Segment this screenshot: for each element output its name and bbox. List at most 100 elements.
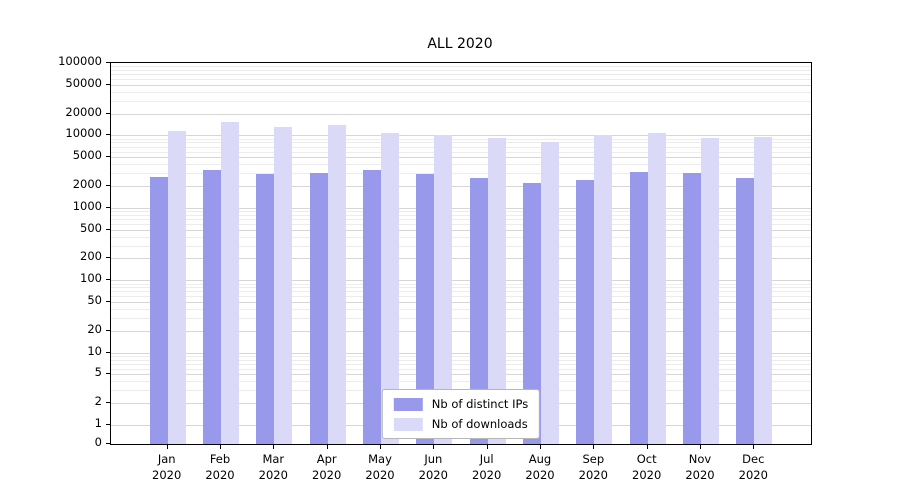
minor-gridline [111,236,811,238]
y-tick-mark [106,206,110,208]
bar-distinct-ips [523,183,541,444]
legend-item-downloads: Nb of downloads [393,417,528,431]
y-tick-mark [106,373,110,375]
bar-downloads [487,138,506,444]
bar-distinct-ips [309,173,328,444]
y-tick-label: 10000 [65,126,102,141]
y-tick-label: 20 [87,321,102,336]
bar-distinct-ips [469,177,488,444]
major-gridline [111,157,811,159]
x-tick-mark [380,445,381,449]
y-tick-mark [106,112,110,114]
x-tick-label: Dec 2020 [738,452,768,483]
minor-gridline [111,381,811,383]
legend-label-downloads: Nb of downloads [431,417,528,431]
major-gridline [111,302,811,303]
x-tick-mark [540,445,541,449]
minor-gridline [111,100,811,102]
minor-gridline [111,368,811,370]
x-tick-mark [700,445,701,449]
x-tick-label: Feb 2020 [205,452,235,483]
y-tick-label: 1000 [72,198,102,213]
major-gridline [111,374,811,376]
major-gridline [111,84,811,86]
y-tick-label: 50000 [65,75,102,90]
y-tick-mark [106,228,110,230]
bar-downloads [434,135,453,444]
y-tick-label: 2000 [72,177,102,191]
x-tick-mark [646,445,648,449]
bar-downloads [274,127,293,444]
minor-gridline [111,309,811,310]
y-tick-mark [106,156,110,158]
chart-title: ALL 2020 [427,36,493,52]
minor-gridline [111,70,811,71]
y-tick-label: 50 [87,293,102,307]
x-tick-mark [753,445,755,449]
x-tick-mark [273,445,275,449]
bar-distinct-ips [683,173,701,444]
y-tick-label: 10 [87,343,102,358]
x-tick-mark [486,445,488,449]
x-tick-label: Oct 2020 [632,452,662,483]
bar-distinct-ips [256,174,275,444]
legend-label-distinct-ips: Nb of distinct IPs [431,397,529,411]
bar-distinct-ips [203,170,221,444]
bar-distinct-ips [149,176,168,444]
x-tick-label: May 2020 [365,452,395,483]
x-tick-mark [433,445,435,449]
minor-gridline [111,355,811,357]
y-tick-mark [106,279,110,281]
minor-gridline [111,287,811,289]
bar-downloads [221,121,239,444]
bar-downloads [327,124,346,444]
x-tick-mark [326,445,328,449]
minor-gridline [111,245,811,247]
minor-gridline [111,138,811,140]
y-tick-label: 2 [94,394,102,409]
y-tick-mark [106,329,110,331]
x-tick-mark [166,445,168,449]
bar-downloads [701,137,719,444]
minor-gridline [111,291,811,293]
x-tick-label: Jan 2020 [152,452,182,483]
major-gridline [111,330,811,332]
major-gridline [111,113,811,115]
major-gridline [111,352,811,354]
legend: Nb of distinct IPs Nb of downloads [381,389,541,439]
y-tick-label: 5 [94,365,102,380]
bar-downloads [594,134,613,444]
minor-gridline [111,359,811,361]
minor-gridline [111,318,811,319]
y-tick-mark [106,301,110,302]
bar-downloads [381,133,399,444]
minor-gridline [111,223,811,225]
minor-gridline [111,173,811,175]
bar-distinct-ips [363,170,381,444]
plot-area: Nb of distinct IPs Nb of downloads [110,62,812,445]
y-tick-label: 20000 [65,104,102,119]
legend-swatch-downloads [393,417,423,431]
y-tick-label: 500 [80,220,102,235]
y-tick-mark [106,443,110,444]
y-tick-label: 100 [80,271,102,286]
x-tick-label: Jun 2020 [418,452,448,483]
minor-gridline [111,219,811,220]
bar-distinct-ips [576,180,595,444]
x-tick-label: Aug 2020 [525,452,555,483]
major-gridline [111,207,811,209]
bar-distinct-ips [629,172,648,444]
x-tick-mark [593,445,595,449]
minor-gridline [111,142,811,144]
minor-gridline [111,296,811,298]
minor-gridline [111,283,811,285]
x-tick-label: Apr 2020 [312,452,342,483]
bar-downloads [167,131,186,444]
minor-gridline [111,79,811,81]
y-tick-label: 200 [80,249,102,264]
major-gridline [111,229,811,231]
y-tick-label: 100000 [58,54,102,68]
bar-distinct-ips [736,177,755,444]
bar-downloads [541,142,559,444]
